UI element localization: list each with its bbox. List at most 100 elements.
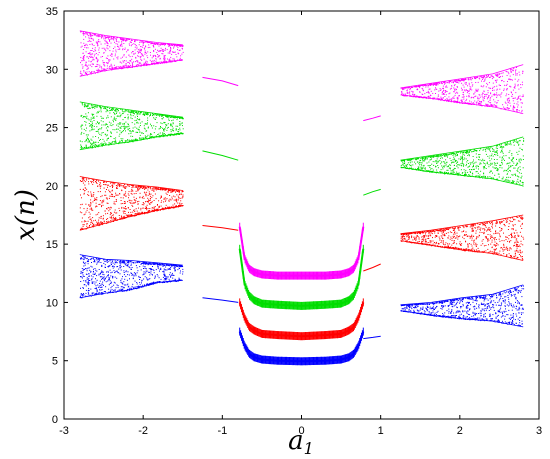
band-point (104, 278, 106, 280)
band-point (81, 268, 83, 269)
band-point (458, 229, 460, 231)
band-point (107, 109, 108, 111)
band-point (459, 241, 461, 243)
band-point (522, 258, 524, 260)
band-point (475, 297, 477, 299)
band-point (110, 282, 112, 284)
band-point (96, 222, 98, 224)
band-point (81, 178, 83, 180)
band-point (500, 295, 502, 297)
band-point (460, 163, 462, 164)
band-point (511, 304, 512, 306)
band-point (415, 237, 417, 239)
band-point (102, 204, 104, 206)
band-point (98, 259, 100, 261)
band-point (504, 305, 506, 307)
band-point (108, 142, 110, 144)
band-point (168, 118, 170, 120)
band-point (444, 229, 446, 231)
band-point (119, 210, 121, 212)
band-point (118, 109, 119, 111)
band-point (144, 113, 146, 115)
band-point (440, 235, 442, 237)
band-point (469, 308, 471, 310)
band-point (111, 185, 113, 187)
band-point (427, 238, 429, 239)
band-point (103, 220, 105, 222)
band-point (127, 274, 129, 276)
band-point (438, 243, 440, 245)
band-point (130, 130, 131, 132)
band-point (91, 293, 93, 295)
band-point (103, 262, 105, 264)
band-point (100, 223, 102, 224)
band-point (139, 122, 141, 124)
band-point (94, 261, 96, 262)
band-point (123, 270, 125, 272)
band-point (145, 206, 147, 208)
band-point (504, 315, 506, 317)
branch-curve (202, 225, 239, 231)
band-point (508, 309, 510, 311)
band-point (87, 107, 89, 109)
band-point (411, 308, 413, 310)
band-point (402, 308, 404, 310)
chaotic-band (79, 176, 184, 231)
band-point (425, 240, 427, 242)
band-point (408, 239, 410, 240)
band-point (470, 249, 472, 251)
band-point (102, 271, 104, 273)
band-point (101, 205, 102, 207)
band-point (147, 127, 149, 129)
band-point (473, 308, 475, 310)
band-point (122, 123, 124, 125)
band-point (100, 283, 102, 285)
band-point (519, 231, 521, 233)
band-point (162, 136, 164, 138)
band-point (480, 314, 482, 316)
band-point (491, 235, 493, 237)
band-point (131, 122, 133, 124)
band-point (116, 212, 118, 214)
band-point (109, 277, 111, 279)
band-point (451, 232, 453, 233)
band-point (454, 316, 456, 318)
band-point (466, 225, 468, 227)
band-point (131, 274, 133, 276)
band-point (452, 300, 454, 302)
band-point (132, 283, 134, 285)
band-point (86, 261, 88, 262)
band-point (133, 196, 135, 198)
band-point (440, 301, 442, 303)
band-point (157, 208, 159, 210)
band-point (178, 190, 180, 192)
band-point (128, 197, 129, 199)
band-point (163, 188, 164, 190)
band-point (104, 181, 105, 183)
band-point (123, 203, 125, 204)
band-point (476, 300, 478, 302)
band-point (167, 190, 169, 192)
band-point (120, 279, 122, 281)
band-point (81, 197, 82, 199)
band-point (80, 194, 81, 196)
band-point (130, 268, 132, 270)
band-point (93, 257, 94, 259)
band-point (480, 304, 482, 305)
band-point (157, 281, 159, 283)
band-point (137, 189, 139, 191)
band-point (110, 136, 112, 138)
band-point (79, 211, 81, 213)
band-point (132, 130, 134, 132)
band-point (146, 200, 148, 202)
band-point (497, 319, 499, 321)
band-point (128, 288, 130, 290)
band-point (153, 208, 155, 209)
band-point (99, 184, 101, 186)
band-point (507, 295, 509, 296)
band-point (100, 292, 102, 294)
band-point (83, 224, 85, 226)
band-point (450, 300, 452, 302)
band-point (522, 312, 524, 314)
band-point (127, 214, 129, 216)
